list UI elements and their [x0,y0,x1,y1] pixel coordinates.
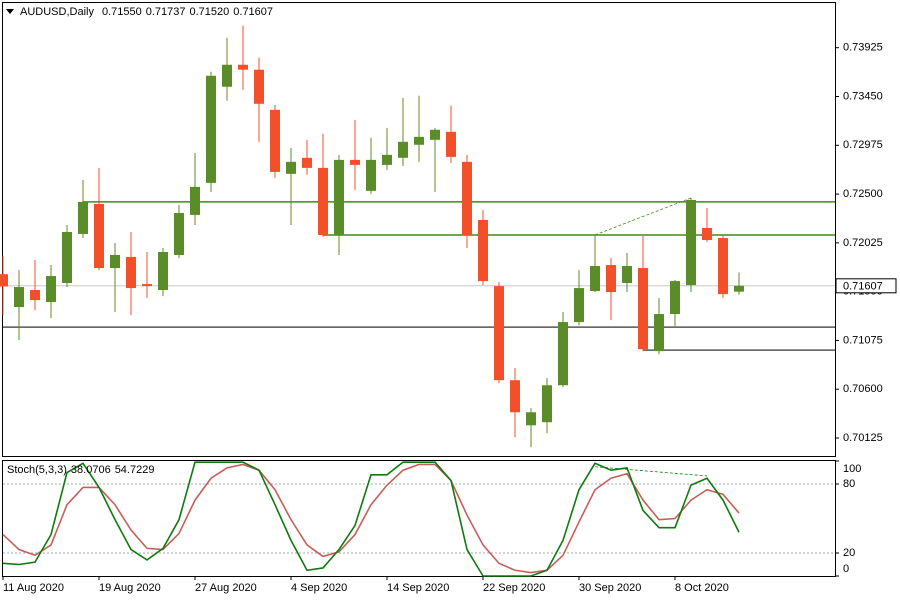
trend-line [594,466,708,477]
y-tick-label: 0.72500 [843,188,883,200]
candle-body [206,75,216,183]
candle-body [718,238,728,295]
stoch-line [2,461,740,577]
trend-line [594,197,692,236]
candle-body [302,157,312,168]
y-tick-label: 100 [843,463,861,475]
candle-body [46,276,56,303]
candle-body [542,385,552,423]
candle-body [558,322,568,386]
candle-body [606,265,616,293]
candle-body [446,131,456,157]
candle-body [414,136,424,145]
x-tick-label: 14 Sep 2020 [387,582,449,594]
candle-body [254,69,264,104]
candle-body [318,167,328,235]
candle-body [142,284,152,287]
header: AUDUSD,Daily 0.71550 0.71737 0.71520 0.71607 [20,6,273,18]
candle-body [78,201,88,234]
x-tick-label: 30 Sep 2020 [579,582,641,594]
candle-body [30,290,40,301]
candle-body [622,265,632,284]
candle-body [574,288,584,323]
candle-body [0,274,8,287]
y-tick-label: 0.70125 [843,432,883,444]
x-tick-label: 4 Sep 2020 [291,582,347,594]
candle-body [270,109,280,172]
candle-body [494,286,504,381]
candle-body [462,161,472,235]
current-price-label: 0.71607 [843,281,883,293]
indicator-name: Stoch(5,3,3) [7,464,67,476]
candle-body [638,268,648,350]
candle-body [126,256,136,289]
x-tick-label: 27 Aug 2020 [195,582,257,594]
stoch-line [2,463,740,574]
candle-body [190,186,200,215]
candle-body [430,129,440,140]
candle-body [286,161,296,174]
low-label: 0.71520 [190,6,230,18]
k-label: 38.0706 [71,464,111,476]
candle-body [238,64,248,70]
candle-body [670,281,680,315]
candle-body [526,412,536,426]
x-tick-label: 22 Sep 2020 [483,582,545,594]
x-tick-label: 11 Aug 2020 [3,582,64,594]
candle-body [158,252,168,291]
price-panel [2,2,836,457]
candle-body [382,154,392,165]
candle-body [110,254,120,269]
candle-body [654,314,664,352]
y-tick-label: 0.73450 [843,90,883,102]
candle-body [222,64,232,87]
d-label: 54.7229 [115,464,155,476]
candle-body [590,265,600,292]
y-tick-label: 0.72975 [843,139,883,151]
y-tick-label: 0.72025 [843,237,883,249]
x-tick-label: 19 Aug 2020 [99,582,161,594]
candle-body [94,203,104,269]
candle-body [510,380,520,413]
candle-body [350,159,360,165]
candle-body [734,285,744,292]
candle-body [686,199,696,286]
high-label: 0.71737 [146,6,186,18]
candle-body [366,159,376,191]
candle-body [62,231,72,284]
stoch-panel [2,460,836,577]
stoch-header: Stoch(5,3,3) 38.0706 54.7229 [7,464,154,476]
y-tick-label: 0.70600 [843,383,883,395]
open-label: 0.71550 [102,6,142,18]
y-tick-label: 0.71075 [843,334,883,346]
x-tick-label: 8 Oct 2020 [675,582,729,594]
y-tick-label: 80 [843,478,855,490]
candle-body [174,212,184,255]
candle-body [14,287,24,308]
menu-arrow [6,9,14,14]
close-label: 0.71607 [233,6,273,18]
candle-body [702,227,712,240]
y-tick-label: 20 [843,547,855,559]
candle-body [398,141,408,158]
y-tick-label: 0 [843,563,849,575]
candle-body [478,219,488,282]
symbol: AUDUSD,Daily [20,6,94,18]
current-price-box [835,278,897,294]
candle-body [334,159,344,235]
y-tick-label: 0.73925 [843,42,883,54]
